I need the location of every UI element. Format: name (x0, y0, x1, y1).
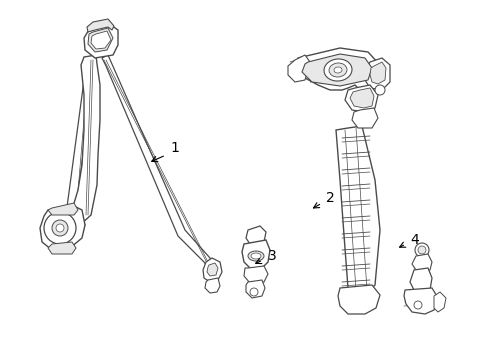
Polygon shape (67, 55, 100, 225)
Polygon shape (409, 268, 431, 294)
Circle shape (413, 301, 421, 309)
Polygon shape (369, 62, 385, 84)
Polygon shape (102, 55, 215, 270)
Polygon shape (204, 278, 220, 293)
Polygon shape (294, 48, 379, 90)
Polygon shape (349, 88, 373, 108)
Polygon shape (337, 285, 379, 314)
Circle shape (249, 288, 258, 296)
Ellipse shape (247, 251, 264, 261)
Circle shape (44, 212, 76, 244)
Circle shape (417, 246, 425, 254)
Ellipse shape (324, 59, 351, 81)
Polygon shape (206, 263, 218, 276)
Polygon shape (403, 288, 437, 314)
Polygon shape (411, 254, 431, 272)
Ellipse shape (328, 63, 346, 77)
Polygon shape (91, 31, 111, 49)
Polygon shape (245, 226, 265, 246)
Polygon shape (65, 56, 95, 222)
Polygon shape (364, 58, 389, 90)
Circle shape (56, 224, 64, 232)
Text: 1: 1 (170, 141, 179, 155)
Polygon shape (84, 23, 118, 58)
Circle shape (52, 220, 68, 236)
Text: 4: 4 (410, 233, 419, 247)
Ellipse shape (333, 67, 341, 73)
Polygon shape (48, 242, 76, 254)
Circle shape (374, 85, 384, 95)
Polygon shape (335, 126, 379, 294)
Polygon shape (88, 28, 113, 52)
Polygon shape (244, 266, 267, 283)
Circle shape (414, 243, 428, 257)
Polygon shape (287, 55, 309, 82)
Polygon shape (48, 203, 78, 215)
Polygon shape (433, 292, 445, 312)
Polygon shape (351, 108, 377, 128)
Polygon shape (245, 280, 264, 298)
Polygon shape (302, 54, 371, 86)
Polygon shape (203, 258, 222, 282)
Text: 2: 2 (325, 191, 334, 205)
Text: 3: 3 (267, 249, 276, 263)
Polygon shape (242, 240, 269, 268)
Polygon shape (87, 19, 114, 32)
Polygon shape (40, 205, 85, 250)
Ellipse shape (250, 253, 261, 259)
Polygon shape (345, 85, 377, 112)
